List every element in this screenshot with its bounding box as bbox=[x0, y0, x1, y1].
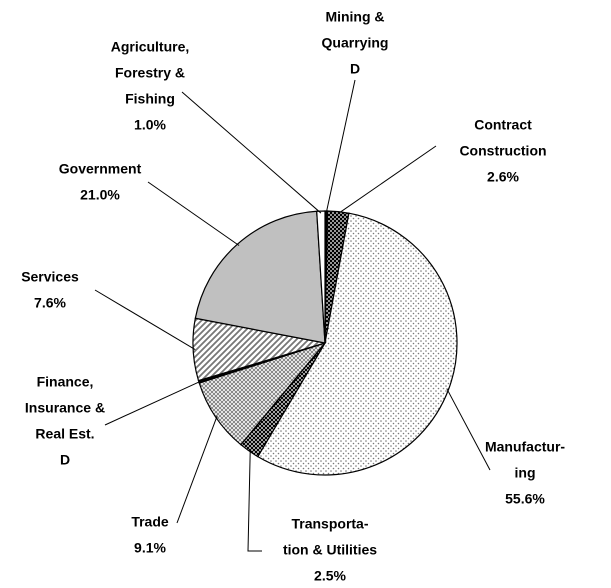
slice-value-label: 2.5% bbox=[314, 568, 346, 584]
slice-value-label: 7.6% bbox=[34, 295, 66, 311]
slice-value-label: D bbox=[350, 61, 360, 77]
slice-value-label: 21.0% bbox=[80, 187, 120, 203]
slice-label: Real Est. bbox=[35, 426, 94, 442]
slice-value-label: 2.6% bbox=[487, 169, 519, 185]
slice-label: Forestry & bbox=[115, 65, 185, 81]
leader-line bbox=[325, 79, 356, 214]
leader-line bbox=[337, 145, 437, 215]
leader-line bbox=[247, 449, 262, 552]
leader-line bbox=[446, 388, 491, 471]
slice-value-label: 9.1% bbox=[134, 540, 166, 556]
leader-line bbox=[176, 415, 218, 524]
leader-line bbox=[94, 289, 196, 350]
slice-label: Fishing bbox=[125, 91, 175, 107]
slice-value-label: 1.0% bbox=[134, 117, 166, 133]
slice-label: Quarrying bbox=[322, 35, 389, 51]
slice-label: Trade bbox=[131, 514, 169, 530]
slice-label: ing bbox=[515, 465, 536, 481]
slice-label: Construction bbox=[459, 143, 546, 159]
slice-label: Transporta- bbox=[291, 516, 368, 532]
leader-line bbox=[181, 91, 322, 214]
pie-slice bbox=[256, 212, 458, 476]
slice-label: Agriculture, bbox=[111, 39, 190, 55]
slice-value-label: 55.6% bbox=[505, 491, 545, 507]
slice-label: Contract bbox=[474, 117, 532, 133]
leader-line bbox=[104, 380, 201, 426]
leader-line bbox=[147, 181, 240, 246]
pie-slice bbox=[316, 210, 326, 344]
slice-label: tion & Utilities bbox=[283, 542, 377, 558]
slice-value-label: D bbox=[60, 452, 70, 468]
slice-label: Services bbox=[21, 269, 79, 285]
slice-label: Finance, bbox=[37, 374, 94, 390]
slice-label: Government bbox=[59, 161, 142, 177]
slice-label: Insurance & bbox=[25, 400, 105, 416]
slice-label: Manufactur- bbox=[485, 439, 565, 455]
slice-label: Mining & bbox=[325, 9, 384, 25]
